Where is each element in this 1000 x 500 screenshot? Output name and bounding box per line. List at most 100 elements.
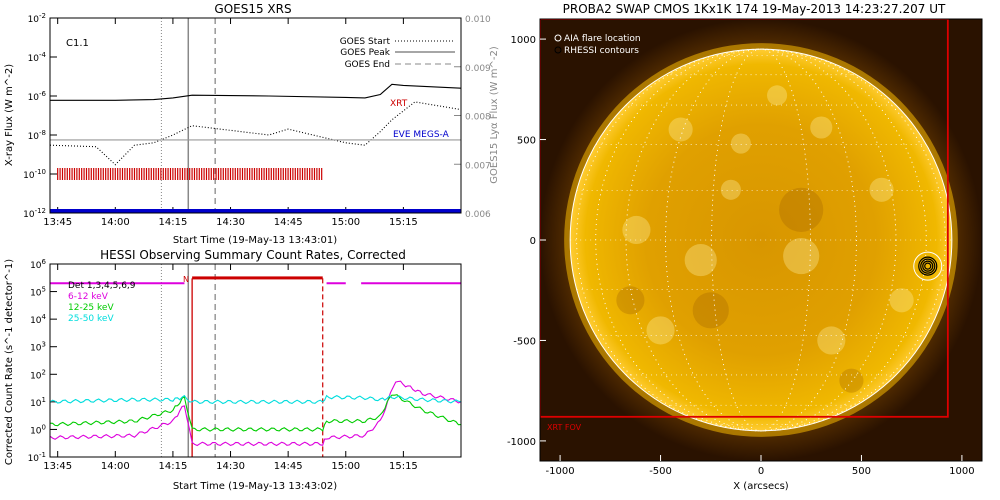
swap-bright-region [869, 177, 894, 202]
swap-aia-flare-marker [913, 251, 943, 281]
legend-goes-start: GOES Start [340, 37, 391, 47]
swap-ytick-label: -500 [513, 336, 536, 347]
swap-panel: PROBA2 SWAP CMOS 1Kx1K 174 19-May-2013 1… [539, 2, 983, 492]
goes-xtick-label: 14:30 [216, 217, 245, 228]
swap-dark-region [839, 368, 864, 393]
hessi-title: HESSI Observing Summary Count Rates, Cor… [100, 248, 406, 262]
swap-xtick-label: 500 [852, 466, 871, 477]
swap-bright-region [646, 316, 675, 345]
hessi-panel: HESSI Observing Summary Count Rates, Cor… [4, 248, 462, 492]
goes-ylabel-right: GOES15 Lyα Flux (W m^-2) [489, 46, 500, 184]
legend-aia-flare: AIA flare location [564, 34, 641, 44]
swap-bright-region [730, 133, 751, 154]
swap-ytick-label: 1000 [511, 35, 536, 46]
goes-series-0 [50, 83, 462, 101]
goes-xtick-label: 14:45 [274, 217, 303, 228]
swap-xtick-label: 1000 [949, 466, 974, 477]
legend-aia-marker-icon [554, 34, 562, 42]
swap-xrt-fov-box [540, 19, 949, 418]
swap-rhessi-contour [918, 256, 938, 276]
swap-xtick-label: 0 [758, 466, 764, 477]
hessi-flag-label: N [183, 275, 189, 284]
legend-6-12-kev: 6-12 keV [68, 292, 109, 302]
legend-goes-end: GOES End [345, 60, 390, 70]
goes-ytick-label: 10-2 [28, 12, 46, 25]
hessi-series-0 [49, 380, 462, 447]
hessi-detectors-label: Det 1,3,4,5,6,9 [68, 281, 136, 291]
goes-y2tick-label: 0.006 [465, 210, 491, 220]
legend-goes-peak: GOES Peak [340, 48, 390, 58]
swap-ytick-label: -1000 [507, 437, 536, 448]
hessi-ytick-label: 105 [30, 286, 46, 299]
hessi-ytick-label: 104 [30, 313, 46, 326]
goes-ytick-label: 10-12 [23, 207, 46, 220]
hessi-ytick-label: 103 [30, 341, 46, 354]
goes-eve-annotation: EVE MEGS-A [393, 130, 450, 140]
swap-image-area [540, 19, 982, 461]
hessi-xlabel: Start Time (19-May-13 13:43:02) [173, 481, 337, 492]
goes-y2tick-label: 0.009 [465, 64, 491, 74]
legend-25-50-kev: 25-50 keV [68, 314, 114, 324]
swap-dark-region [616, 286, 645, 315]
swap-bright-region [668, 117, 693, 142]
goes-frame [49, 17, 462, 214]
goes-class-label: C1.1 [66, 38, 89, 49]
goes-ytick-label: 10-4 [28, 51, 47, 64]
goes-xtick-label: 13:45 [43, 217, 72, 228]
goes-xtick-label: 14:15 [159, 217, 188, 228]
swap-grid-longitude [576, 48, 946, 432]
hessi-xtick-label: 14:15 [159, 461, 188, 472]
hessi-frame [49, 263, 462, 458]
swap-grid-longitude [665, 48, 857, 432]
hessi-ytick-label: 100 [30, 423, 46, 436]
swap-xtick-label: -1000 [546, 466, 575, 477]
hessi-xtick-label: 13:45 [43, 461, 72, 472]
legend-rhessi-contours: RHESSI contours [564, 46, 639, 56]
swap-bright-region [810, 116, 833, 139]
goes-xtick-label: 15:00 [331, 217, 360, 228]
hessi-xtick-label: 14:45 [274, 461, 303, 472]
goes-legend: GOES Start GOES Peak GOES End [340, 37, 455, 70]
goes-xrt-annotation: XRT [390, 99, 408, 109]
swap-xtick-label: -500 [649, 466, 672, 477]
swap-rhessi-contour [924, 262, 932, 270]
hessi-xtick-label: 14:30 [216, 461, 245, 472]
swap-xlabel: X (arcsecs) [733, 481, 789, 492]
hessi-xtick-label: 14:00 [101, 461, 130, 472]
goes-y2tick-label: 0.008 [465, 113, 491, 123]
hessi-ytick-label: 10-1 [28, 451, 46, 464]
hessi-attenuator-bar [192, 276, 323, 280]
swap-limb [569, 48, 953, 432]
swap-bright-region [720, 179, 741, 200]
goes-y2tick-label: 0.010 [465, 15, 491, 25]
swap-bright-region [767, 85, 788, 106]
swap-bright-region [684, 244, 717, 277]
goes-ytick-label: 10-6 [28, 90, 47, 103]
hessi-legend: Det 1,3,4,5,6,9 6-12 keV 12-25 keV 25-50… [68, 281, 136, 324]
goes-y2tick-label: 0.007 [465, 161, 491, 171]
swap-grid-longitude [625, 48, 897, 432]
hessi-series-2 [49, 394, 462, 405]
hessi-xtick-label: 15:15 [389, 461, 418, 472]
swap-rhessi-contour [922, 260, 934, 272]
goes-ylabel: X-ray Flux (W m^-2) [4, 64, 15, 166]
goes-ytick-label: 10-8 [28, 129, 46, 142]
goes-xtick-label: 14:00 [101, 217, 130, 228]
goes-title: GOES15 XRS [214, 2, 291, 16]
swap-ytick-label: 0 [530, 236, 536, 247]
swap-dark-region [779, 187, 824, 232]
swap-bright-region [783, 237, 820, 275]
hessi-ylabel: Corrected Count Rate (s^-1 detector^-1) [4, 259, 15, 465]
hessi-xtick-label: 15:00 [331, 461, 360, 472]
swap-rhessi-contour [920, 258, 936, 274]
swap-ytick-label: 500 [517, 136, 536, 147]
hessi-ytick-label: 101 [30, 396, 46, 409]
goes-xtick-label: 15:15 [389, 217, 418, 228]
goes-series-1 [49, 101, 462, 166]
swap-bright-region [889, 288, 914, 313]
legend-12-25-kev: 12-25 keV [68, 303, 114, 313]
swap-dark-region [692, 292, 729, 329]
goes-ytick-label: 10-10 [23, 168, 46, 181]
swap-legend: AIA flare location RHESSI contours [554, 34, 641, 56]
